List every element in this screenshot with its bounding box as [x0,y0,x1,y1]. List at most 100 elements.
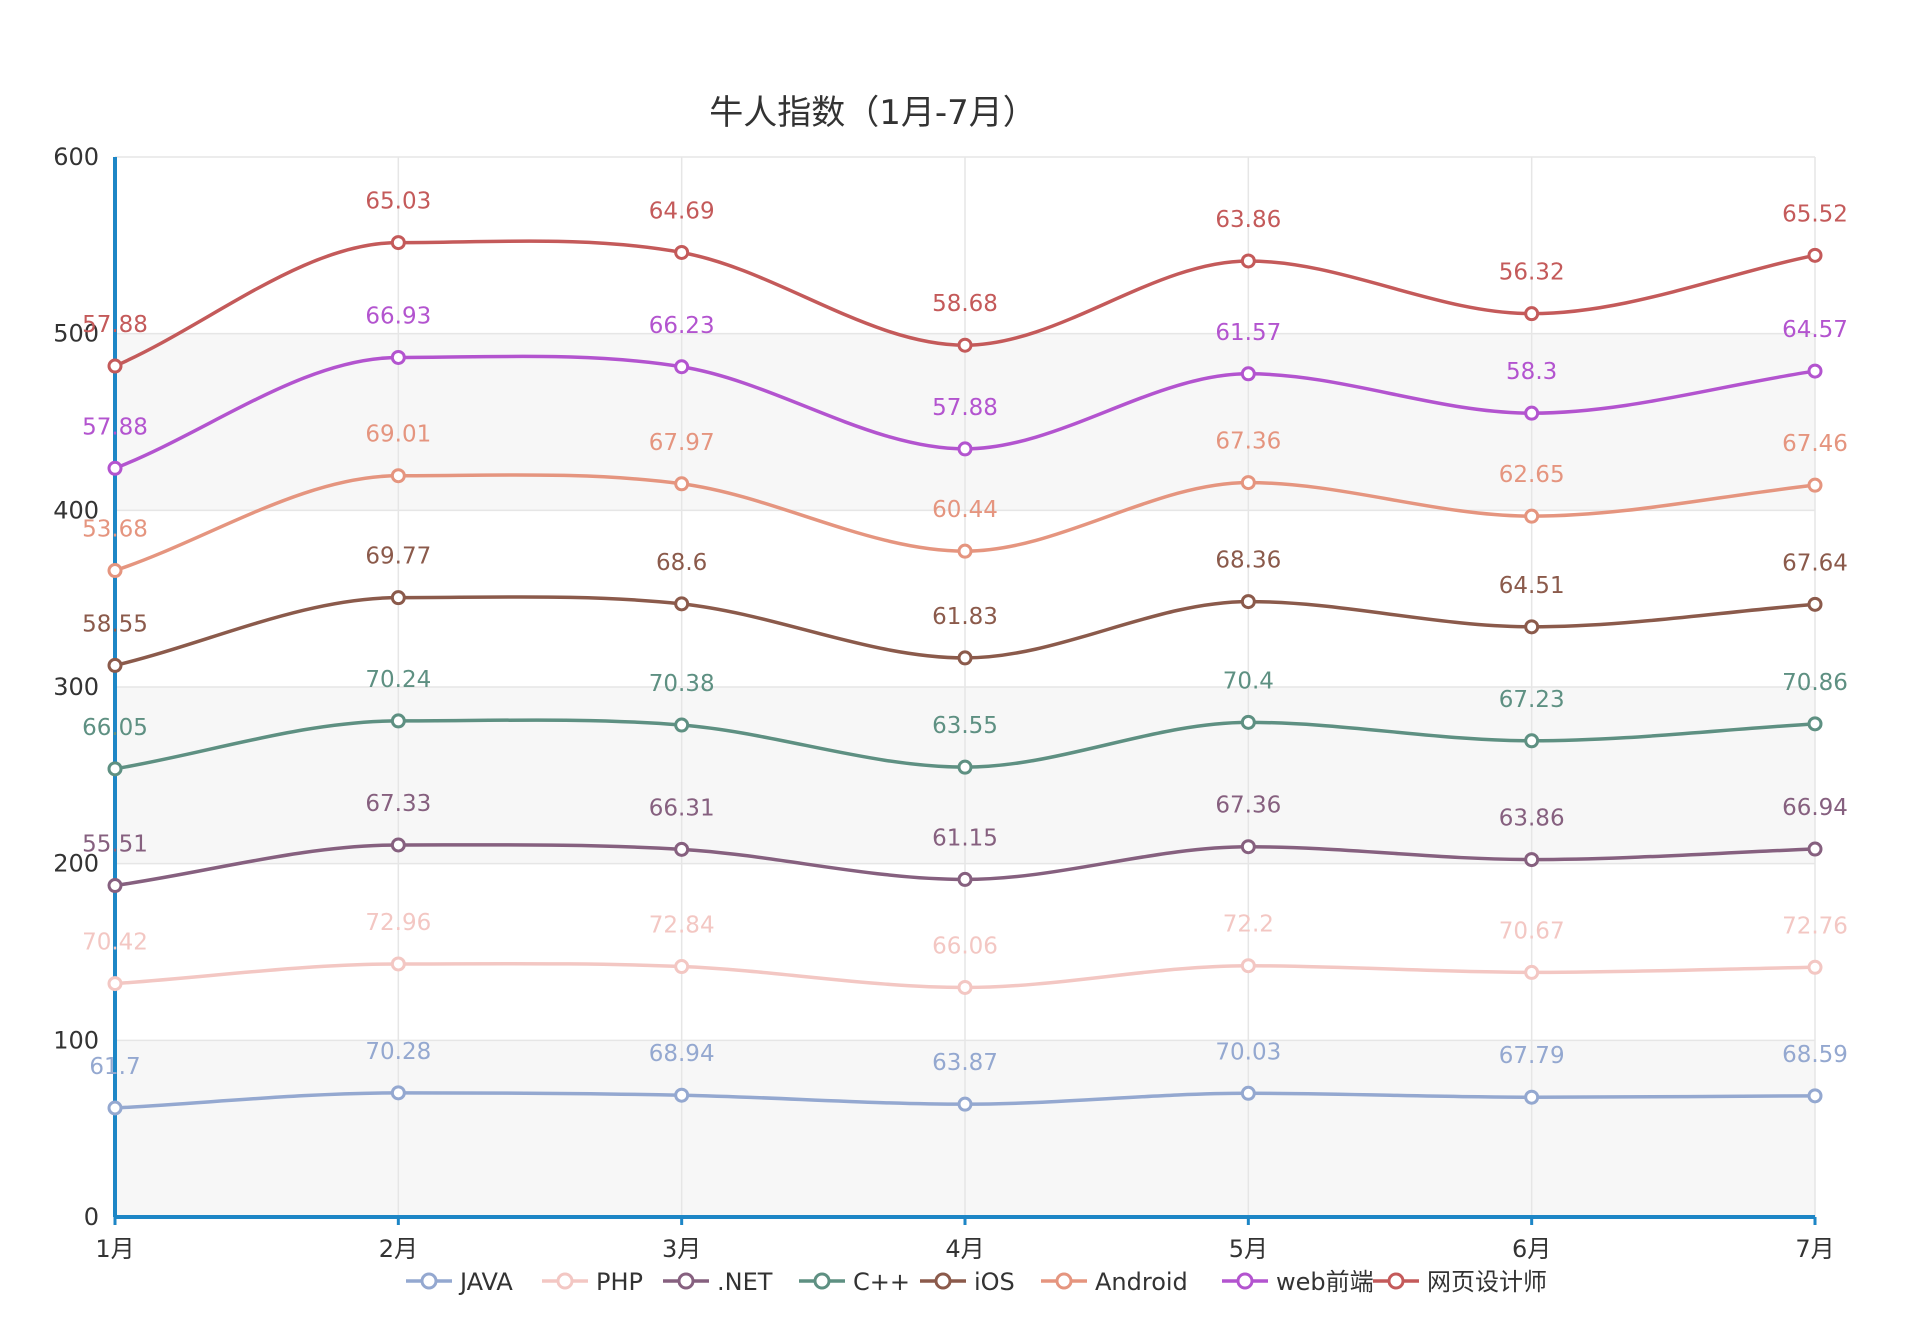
legend-item[interactable]: JAVA [406,1268,513,1296]
data-point[interactable] [390,837,406,853]
data-point[interactable] [1807,716,1823,732]
data-label: 67.79 [1499,1043,1565,1069]
legend-marker-icon [934,1272,952,1290]
data-label: 61.57 [1215,320,1281,346]
data-point[interactable] [1524,733,1540,749]
legend-item[interactable]: C++ [799,1268,910,1296]
data-point[interactable] [957,337,973,353]
data-point[interactable] [390,235,406,251]
legend-marker-icon [1236,1272,1254,1290]
data-point[interactable] [1240,594,1256,610]
data-point[interactable] [1807,1088,1823,1104]
data-label: 69.01 [365,422,431,448]
data-label: 70.24 [365,667,431,693]
data-label: 58.3 [1506,359,1557,385]
data-label: 64.57 [1782,317,1848,343]
data-point[interactable] [1240,366,1256,382]
data-point[interactable] [1240,839,1256,855]
chart-title: 牛人指数（1月-7月） [709,93,1037,133]
data-point[interactable] [107,563,123,579]
data-point[interactable] [1524,852,1540,868]
data-point[interactable] [1240,253,1256,269]
data-label: 72.84 [649,913,715,939]
data-point[interactable] [1524,508,1540,524]
data-point[interactable] [1807,596,1823,612]
data-point[interactable] [107,1100,123,1116]
data-label: 70.03 [1215,1039,1281,1065]
data-point[interactable] [1240,1085,1256,1101]
legend-item[interactable]: Android [1041,1268,1188,1296]
data-label: 61.7 [89,1054,140,1080]
data-point[interactable] [957,650,973,666]
data-label: 63.86 [1215,207,1281,233]
data-point[interactable] [390,956,406,972]
data-point[interactable] [107,657,123,673]
data-point[interactable] [957,871,973,887]
data-label: 70.38 [649,671,715,697]
data-label: 55.51 [82,832,148,858]
data-point[interactable] [107,460,123,476]
data-point[interactable] [1240,475,1256,491]
data-point[interactable] [1807,841,1823,857]
data-point[interactable] [390,590,406,606]
data-label: 65.03 [365,189,431,215]
data-label: 67.36 [1215,793,1281,819]
data-point[interactable] [107,761,123,777]
data-label: 58.55 [82,611,148,637]
data-point[interactable] [1524,405,1540,421]
data-label: 64.51 [1499,573,1565,599]
data-point[interactable] [674,841,690,857]
y-tick-label: 200 [53,850,99,878]
data-point[interactable] [390,713,406,729]
data-point[interactable] [390,468,406,484]
data-point[interactable] [1807,959,1823,975]
data-point[interactable] [1524,1089,1540,1105]
legend-item[interactable]: 网页设计师 [1373,1268,1547,1296]
data-point[interactable] [107,358,123,374]
data-point[interactable] [1524,306,1540,322]
x-tick-label: 6月 [1512,1235,1551,1263]
data-label: 67.64 [1782,550,1848,576]
data-point[interactable] [107,976,123,992]
data-point[interactable] [674,959,690,975]
legend-item[interactable]: web前端 [1222,1268,1374,1296]
data-point[interactable] [957,441,973,457]
data-point[interactable] [957,979,973,995]
data-label: 70.42 [82,930,148,956]
legend-marker-icon [677,1272,695,1290]
legend-item[interactable]: PHP [542,1268,643,1296]
data-label: 67.46 [1782,431,1848,457]
data-label: 66.23 [649,313,715,339]
data-point[interactable] [390,349,406,365]
legend[interactable]: JAVA PHP .NET C++ iOS Android web前端 网页设计师 [406,1268,1547,1296]
legend-item[interactable]: .NET [663,1268,773,1296]
data-point[interactable] [390,1085,406,1101]
data-point[interactable] [674,596,690,612]
data-point[interactable] [1240,714,1256,730]
legend-marker-icon [1387,1272,1405,1290]
data-point[interactable] [674,1087,690,1103]
data-label: 56.32 [1499,260,1565,286]
data-point[interactable] [674,244,690,260]
data-label: 72.76 [1782,913,1848,939]
y-tick-label: 100 [53,1026,99,1054]
data-point[interactable] [107,878,123,894]
data-point[interactable] [1807,363,1823,379]
x-tick-label: 7月 [1795,1235,1834,1263]
data-point[interactable] [1524,964,1540,980]
data-point[interactable] [957,1096,973,1112]
data-point[interactable] [957,543,973,559]
data-point[interactable] [1524,619,1540,635]
data-point[interactable] [1240,958,1256,974]
data-point[interactable] [674,717,690,733]
legend-item[interactable]: iOS [920,1268,1015,1296]
data-point[interactable] [674,359,690,375]
data-point[interactable] [957,759,973,775]
data-label: 53.68 [82,517,148,543]
data-label: 57.88 [82,312,148,338]
data-label: 68.59 [1782,1042,1848,1068]
data-point[interactable] [1807,477,1823,493]
data-point[interactable] [1807,247,1823,263]
data-point[interactable] [674,476,690,492]
x-tick-label: 3月 [662,1235,701,1263]
